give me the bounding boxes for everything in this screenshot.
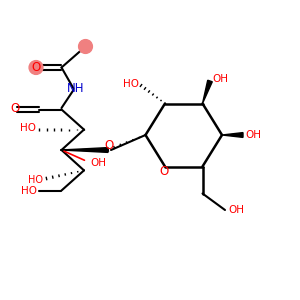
Text: NH: NH <box>67 82 85 95</box>
Text: O: O <box>104 139 113 152</box>
Text: O: O <box>11 101 20 115</box>
Text: OH: OH <box>245 130 262 140</box>
Circle shape <box>29 61 43 74</box>
Polygon shape <box>222 133 243 137</box>
Text: HO: HO <box>28 175 43 185</box>
Text: O: O <box>32 61 40 74</box>
Text: O: O <box>159 165 168 178</box>
Text: OH: OH <box>212 74 229 85</box>
Circle shape <box>79 40 92 53</box>
Text: HO: HO <box>122 79 139 89</box>
Text: HO: HO <box>20 185 37 196</box>
Polygon shape <box>202 80 212 104</box>
Polygon shape <box>61 148 108 152</box>
Text: OH: OH <box>90 158 106 168</box>
Text: HO: HO <box>20 123 36 133</box>
Text: OH: OH <box>228 205 244 215</box>
